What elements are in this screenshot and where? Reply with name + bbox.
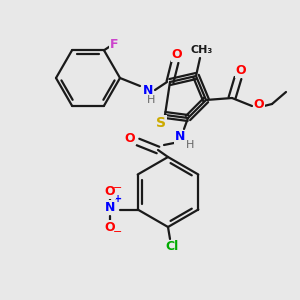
Text: S: S (156, 116, 166, 130)
Text: O: O (236, 64, 246, 77)
Text: N: N (175, 130, 185, 143)
Text: CH₃: CH₃ (191, 45, 213, 55)
Text: F: F (110, 38, 118, 51)
Text: H: H (186, 140, 194, 150)
Text: O: O (104, 185, 115, 198)
Text: −: − (113, 182, 122, 193)
Text: H: H (147, 95, 155, 105)
Text: N: N (143, 83, 153, 97)
Text: O: O (125, 131, 135, 145)
Text: Cl: Cl (165, 241, 178, 254)
Text: O: O (172, 49, 182, 62)
Text: N: N (104, 201, 115, 214)
Text: O: O (104, 221, 115, 234)
Text: −: − (113, 226, 122, 236)
Text: +: + (114, 194, 122, 205)
Text: O: O (254, 98, 264, 112)
